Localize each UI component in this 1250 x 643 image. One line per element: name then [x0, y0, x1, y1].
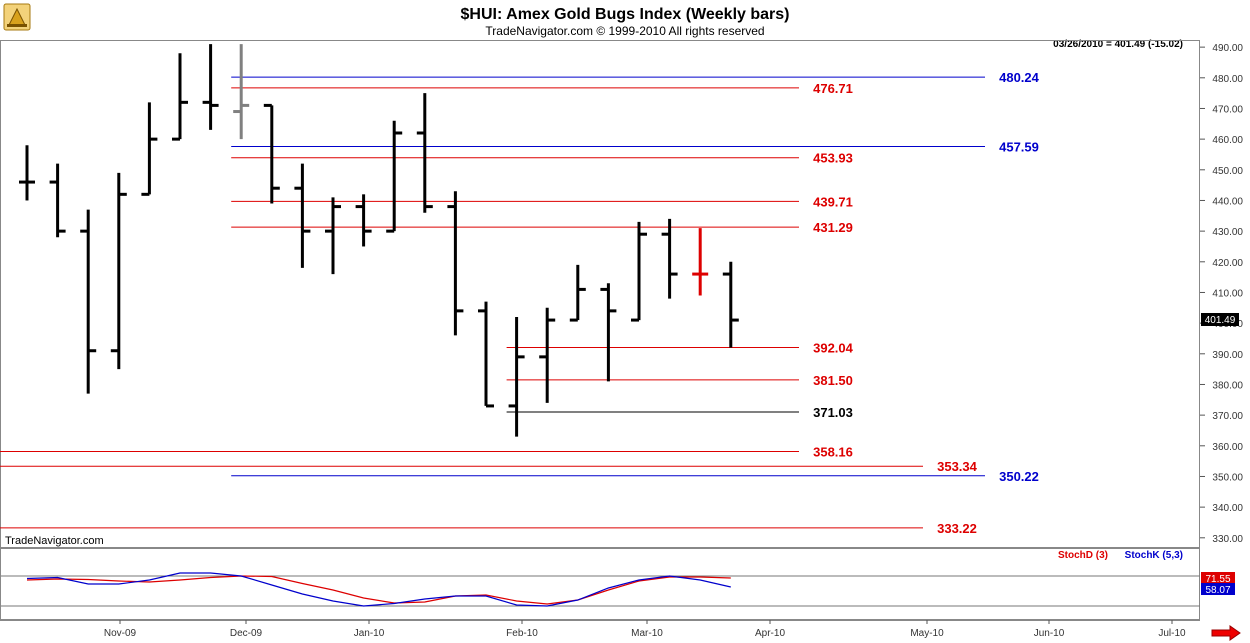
x-tick-label: Mar-10	[631, 628, 663, 639]
y-tick-label: 430.00	[1212, 227, 1243, 238]
y-tick-label: 460.00	[1212, 135, 1243, 146]
y-tick-label: 420.00	[1212, 258, 1243, 269]
x-axis: Nov-09 Dec-09 Jan-10 Feb-10 Mar-10 Apr-10 May-…	[104, 620, 1186, 639]
stochk-value: 58.07	[1205, 585, 1230, 596]
last-price-tag	[1201, 313, 1239, 326]
level-lines: 480.24 476.71 457.59 453.93 439.71 431.29 392.…	[0, 70, 1040, 536]
price-panel-frame	[0, 40, 1200, 548]
copyright-notice: TradeNavigator.com © 1999-2010 All right…	[485, 24, 764, 38]
level-label: 350.22	[999, 469, 1039, 484]
level-label: 457.59	[999, 140, 1039, 155]
y-tick-label: 490.00	[1212, 43, 1243, 54]
x-tick-label: Dec-09	[230, 628, 263, 639]
y-tick-label: 390.00	[1212, 350, 1243, 361]
stochd-value: 71.55	[1205, 574, 1230, 585]
level-label: 333.22	[937, 521, 977, 536]
level-label: 381.50	[813, 373, 853, 388]
indicator-panel-frame	[0, 548, 1200, 620]
level-label: 358.16	[813, 444, 853, 459]
y-tick-label: 410.00	[1212, 288, 1243, 299]
level-label: 431.29	[813, 220, 853, 235]
y-tick-label: 480.00	[1212, 74, 1243, 85]
x-tick-label: Jul-10	[1158, 628, 1186, 639]
level-label: 353.34	[937, 459, 978, 474]
y-tick-label: 440.00	[1212, 196, 1243, 207]
level-label: 392.04	[813, 341, 854, 356]
level-label: 371.03	[813, 405, 853, 420]
last-price-label: 401.49	[1205, 315, 1236, 326]
watermark: TradeNavigator.com	[5, 535, 104, 547]
y-tick-label: 370.00	[1212, 411, 1243, 422]
y-tick-label: 360.00	[1212, 442, 1243, 453]
x-tick-label: Nov-09	[104, 628, 137, 639]
y-tick-label: 350.00	[1212, 472, 1243, 483]
stochd-line	[26, 575, 731, 605]
y-tick-label: 340.00	[1212, 503, 1243, 514]
y-tick-label: 330.00	[1212, 534, 1243, 545]
stochk-value-tag	[1201, 583, 1235, 595]
level-label: 476.71	[813, 81, 853, 96]
stochk-line	[26, 572, 731, 607]
quote-readout: 03/26/2010 = 401.49 (-15.02)	[1053, 39, 1183, 50]
chart-title: $HUI: Amex Gold Bugs Index (Weekly bars)	[461, 6, 790, 23]
x-tick-label: May-10	[910, 628, 944, 639]
legend-stochk: StochK (5,3)	[1125, 550, 1183, 561]
y-tick-label: 470.00	[1212, 104, 1243, 115]
legend-stochd: StochD (3)	[1058, 550, 1108, 561]
y-tick-label: 380.00	[1212, 380, 1243, 391]
x-tick-label: Jan-10	[354, 628, 385, 639]
level-label: 439.71	[813, 194, 853, 209]
x-tick-label: Jun-10	[1034, 628, 1065, 639]
x-tick-label: Apr-10	[755, 628, 785, 639]
stochastic-indicator	[1, 572, 1200, 607]
logo-icon[interactable]	[3, 3, 31, 31]
price-bars	[19, 44, 739, 437]
x-tick-label: Feb-10	[506, 628, 538, 639]
scroll-right-arrow-icon[interactable]	[1211, 625, 1241, 641]
level-label: 453.93	[813, 151, 853, 166]
y-tick-label: 450.00	[1212, 166, 1243, 177]
level-label: 480.24	[999, 70, 1040, 85]
stochd-value-tag	[1201, 572, 1235, 584]
